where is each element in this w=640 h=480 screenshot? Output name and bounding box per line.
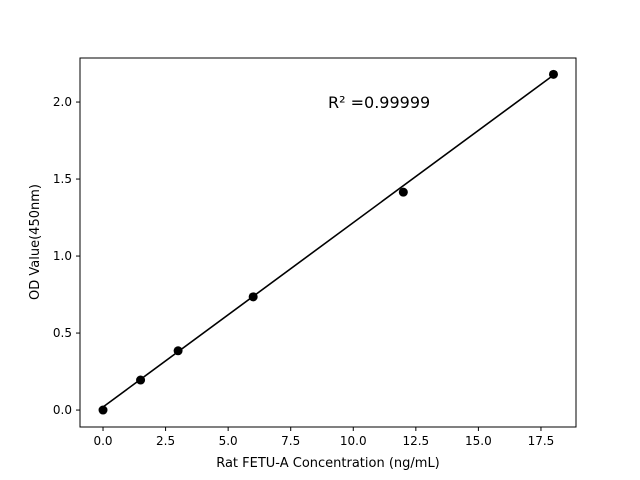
data-point bbox=[136, 375, 146, 385]
data-marks bbox=[98, 69, 558, 415]
x-axis-label: Rat FETU-A Concentration (ng/mL) bbox=[216, 456, 440, 471]
x-tick-label: 15.0 bbox=[465, 434, 492, 448]
data-point bbox=[248, 292, 258, 302]
data-point bbox=[548, 69, 558, 79]
data-point bbox=[98, 405, 108, 415]
y-tick-label: 0.5 bbox=[53, 326, 72, 340]
x-tick-label: 7.5 bbox=[281, 434, 300, 448]
annotation-r-squared: R² =0.99999 bbox=[328, 93, 430, 112]
data-point bbox=[398, 187, 408, 197]
y-tick-label: 1.5 bbox=[53, 172, 72, 186]
y-tick-label: 0.0 bbox=[53, 403, 72, 417]
x-tick-label: 17.5 bbox=[528, 434, 555, 448]
x-tick-label: 2.5 bbox=[156, 434, 175, 448]
x-tick-label: 10.0 bbox=[340, 434, 367, 448]
data-point bbox=[173, 346, 183, 356]
y-axis-ticks: 0.0 0.5 1.0 1.5 2.0 bbox=[53, 95, 80, 417]
y-axis-label: OD Value(450nm) bbox=[28, 184, 43, 300]
y-tick-label: 2.0 bbox=[53, 95, 72, 109]
x-tick-label: 5.0 bbox=[219, 434, 238, 448]
x-tick-label: 12.5 bbox=[402, 434, 429, 448]
y-tick-label: 1.0 bbox=[53, 249, 72, 263]
x-tick-label: 0.0 bbox=[93, 434, 112, 448]
x-axis-ticks: 0.0 2.5 5.0 7.5 10.0 12.5 15.0 17.5 bbox=[93, 427, 554, 448]
